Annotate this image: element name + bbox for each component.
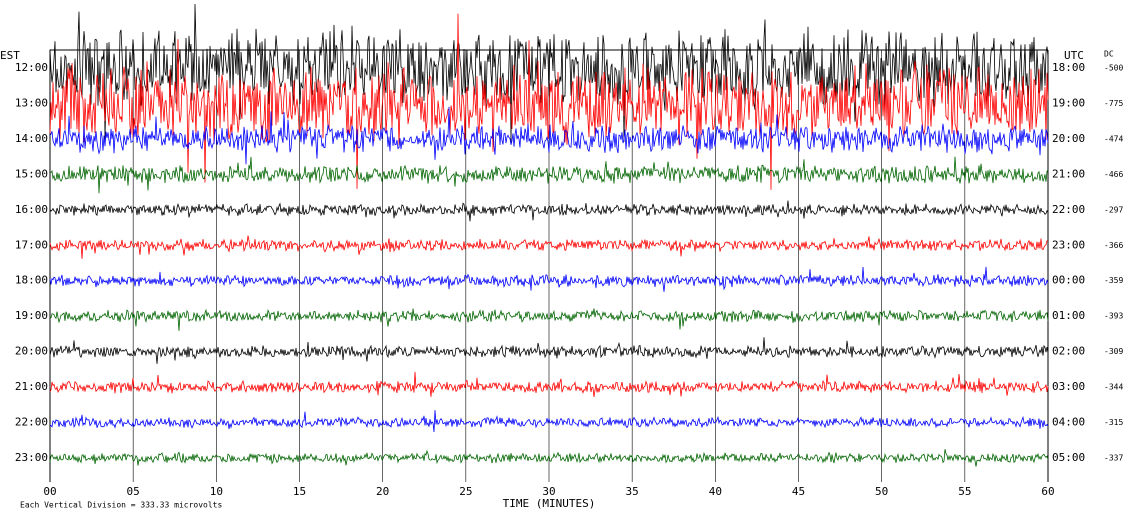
utc-label: 20:00 <box>1052 132 1085 145</box>
trace <box>49 337 1049 364</box>
x-tick-label: 20 <box>376 485 389 498</box>
trace <box>49 266 1049 292</box>
dc-title: DC <box>1104 50 1114 59</box>
dc-label: -297 <box>1104 205 1123 214</box>
dc-label: -474 <box>1104 134 1123 143</box>
est-label: 15:00 <box>15 167 48 180</box>
x-tick-label: 45 <box>792 485 805 498</box>
x-tick-label: 55 <box>958 485 971 498</box>
dc-label: -366 <box>1104 241 1123 250</box>
utc-label: 23:00 <box>1052 238 1085 251</box>
trace <box>49 449 1049 467</box>
est-label: 16:00 <box>15 203 48 216</box>
utc-label: 04:00 <box>1052 416 1085 429</box>
utc-label: 22:00 <box>1052 203 1085 216</box>
est-label: 22:00 <box>15 416 48 429</box>
footer: Each Vertical Division = 333.33 microvol… <box>20 501 222 510</box>
utc-label: 01:00 <box>1052 309 1085 322</box>
trace <box>49 235 1049 259</box>
dc-label: -359 <box>1104 276 1123 285</box>
x-tick-label: 50 <box>875 485 888 498</box>
trace <box>49 3 1049 144</box>
utc-label: 18:00 <box>1052 61 1085 74</box>
x-tick-label: 10 <box>210 485 223 498</box>
est-label: 23:00 <box>15 451 48 464</box>
dc-label: -466 <box>1104 170 1123 179</box>
utc-label: 19:00 <box>1052 96 1085 109</box>
utc-label: 00:00 <box>1052 274 1085 287</box>
x-tick-label: 15 <box>293 485 306 498</box>
trace <box>49 106 1049 165</box>
est-label: 18:00 <box>15 274 48 287</box>
est-label: 19:00 <box>15 309 48 322</box>
trace <box>49 371 1049 398</box>
trace <box>49 410 1049 433</box>
x-label: TIME (MINUTES) <box>503 497 596 510</box>
trace <box>49 308 1049 331</box>
dc-label: -500 <box>1104 64 1123 73</box>
est-label: 20:00 <box>15 345 48 358</box>
utc-label: 21:00 <box>1052 167 1085 180</box>
trace <box>49 13 1049 190</box>
left-title: EST <box>0 49 20 62</box>
utc-label: 03:00 <box>1052 380 1085 393</box>
dc-label: -775 <box>1104 99 1123 108</box>
est-label: 21:00 <box>15 380 48 393</box>
x-tick-label: 30 <box>542 485 555 498</box>
utc-label: 02:00 <box>1052 345 1085 358</box>
x-tick-label: 35 <box>626 485 639 498</box>
x-tick-label: 60 <box>1041 485 1054 498</box>
dc-label: -393 <box>1104 312 1123 321</box>
est-label: 12:00 <box>15 61 48 74</box>
dc-label: -315 <box>1104 418 1123 427</box>
right-title: UTC <box>1064 49 1084 62</box>
dc-label: -337 <box>1104 453 1123 462</box>
utc-label: 05:00 <box>1052 451 1085 464</box>
dc-label: -309 <box>1104 347 1123 356</box>
est-label: 14:00 <box>15 132 48 145</box>
x-tick-label: 40 <box>709 485 722 498</box>
x-tick-label: 25 <box>459 485 472 498</box>
est-label: 13:00 <box>15 96 48 109</box>
trace <box>49 200 1049 222</box>
dc-label: -344 <box>1104 383 1123 392</box>
x-tick-label: 05 <box>127 485 140 498</box>
x-tick-label: 00 <box>43 485 56 498</box>
trace <box>49 156 1049 194</box>
est-label: 17:00 <box>15 238 48 251</box>
